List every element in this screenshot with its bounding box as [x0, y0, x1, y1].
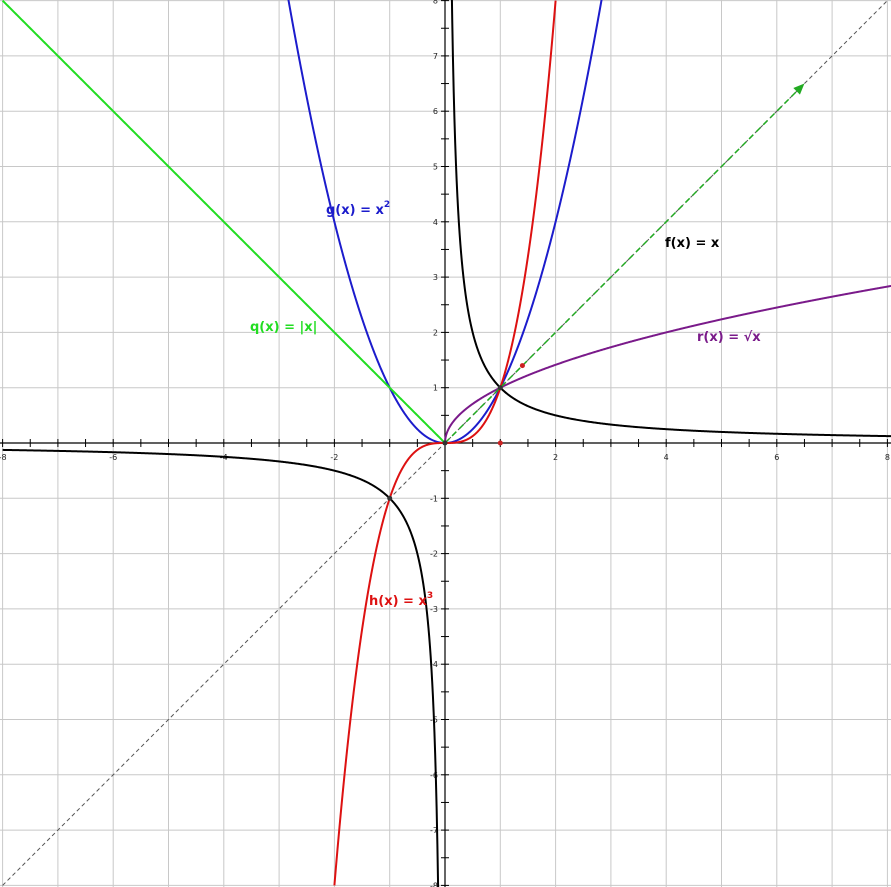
- label-r: r(x) = √x: [697, 330, 761, 345]
- y-tick-label: -8: [430, 881, 438, 887]
- point: [497, 440, 503, 446]
- intersection-point: [442, 440, 448, 446]
- y-tick-label: -1: [430, 494, 438, 503]
- points-layer: [387, 363, 525, 501]
- x-tick-label: 8: [885, 453, 890, 462]
- curve-r: [444, 284, 891, 444]
- x-tick-label: -8: [0, 453, 7, 462]
- y-tick-label: 5: [433, 163, 438, 172]
- x-tick-label: 2: [553, 453, 558, 462]
- label-g: g(x) = x2: [326, 200, 390, 218]
- y-tick-label: 3: [433, 273, 438, 282]
- y-tick-label: -6: [430, 771, 438, 780]
- vector-arrowhead: [793, 83, 805, 95]
- y-tick-label: 1: [433, 384, 438, 393]
- label-q: q(x) = |x|: [250, 320, 317, 335]
- y-tick-label: 2: [433, 328, 438, 337]
- y-tick-label: 7: [433, 52, 438, 61]
- x-tick-label: -6: [109, 453, 117, 462]
- intersection-point: [387, 495, 393, 501]
- y-tick-label: -3: [430, 605, 438, 614]
- y-tick-label: -7: [430, 826, 438, 835]
- vector-line: [444, 83, 805, 444]
- y-tick-label: 6: [433, 107, 438, 116]
- y-tick-label: 4: [433, 218, 438, 227]
- intersection-point: [497, 385, 503, 391]
- label-f: f(x) = x: [665, 236, 720, 251]
- label-h: h(x) = x3: [369, 591, 433, 609]
- x-tick-label: -2: [330, 453, 338, 462]
- y-tick-label: -2: [430, 550, 438, 559]
- curve-q: [1, 0, 446, 444]
- y-tick-label: -4: [430, 660, 438, 669]
- x-tick-label: 6: [774, 453, 779, 462]
- y-tick-label: 8: [433, 0, 438, 6]
- point: [519, 363, 525, 369]
- x-tick-label: 4: [664, 453, 669, 462]
